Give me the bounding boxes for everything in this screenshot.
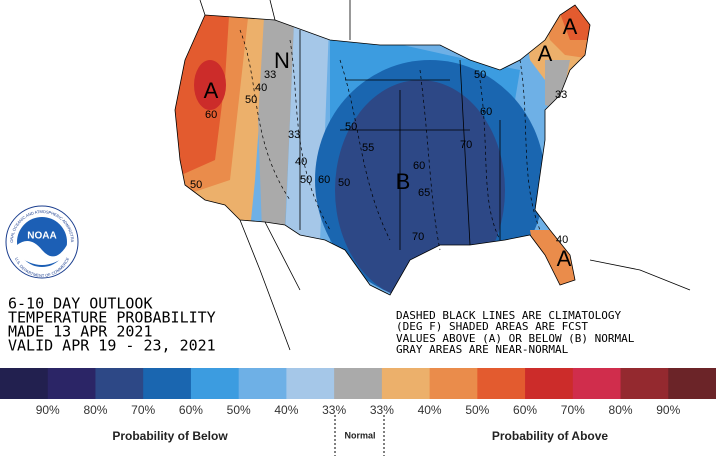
climatology-lines xyxy=(239,29,541,251)
legend-swatch xyxy=(477,368,526,399)
logo-name: NOAA xyxy=(27,231,56,242)
outlook-text: 6-10 DAY OUTLOOK TEMPERATURE PROBABILITY… xyxy=(8,295,216,355)
map-label: N xyxy=(274,48,290,73)
contour-label: 33 xyxy=(288,129,300,141)
legend-swatch xyxy=(525,368,574,399)
contour-label: 33 xyxy=(555,89,567,101)
borders xyxy=(174,0,691,351)
outlook-line: TEMPERATURE PROBABILITY xyxy=(8,309,216,327)
outlook-line: VALID APR 19 - 23, 2021 xyxy=(8,337,216,355)
legend-label: 90% xyxy=(36,403,60,417)
legend-normal: Normal xyxy=(344,430,375,440)
contour-label: 40 xyxy=(255,82,267,94)
legend-label: 33% xyxy=(370,403,394,417)
legend-swatch xyxy=(334,368,383,399)
map-labels: A N B A A A xyxy=(204,14,578,271)
legend-label: 40% xyxy=(274,403,298,417)
contour-label: 40 xyxy=(556,234,568,246)
legend-label: 70% xyxy=(131,403,155,417)
legend-swatch xyxy=(238,368,287,399)
legend-above: Probability of Above xyxy=(492,429,609,443)
contour-label: 50 xyxy=(300,174,312,186)
legend-label: 50% xyxy=(465,403,489,417)
legend: Probability of Below Normal Probability … xyxy=(0,368,716,456)
legend-label: 80% xyxy=(83,403,107,417)
contour-label: 60 xyxy=(318,174,330,186)
legend-swatch xyxy=(381,368,431,399)
contour-label: 60 xyxy=(413,160,425,172)
contour-label: 70 xyxy=(412,231,424,243)
note-line: DASHED BLACK LINES ARE CLIMATOLOGY xyxy=(396,309,622,322)
legend-label: 50% xyxy=(227,403,251,417)
contour-label: 33 xyxy=(264,69,276,81)
legend-label: 80% xyxy=(609,403,633,417)
legend-label: 40% xyxy=(418,403,442,417)
legend-swatch xyxy=(47,368,96,399)
contour-label: 50 xyxy=(345,121,357,133)
legend-swatch xyxy=(668,368,716,399)
map-label: A xyxy=(204,78,219,103)
contour-label: 50 xyxy=(245,94,257,106)
contour-label: 40 xyxy=(295,156,307,168)
noaa-logo: NOAA NATIONAL OCEANIC AND ATMOSPHERIC AD… xyxy=(0,0,79,279)
contour-label: 50 xyxy=(338,177,350,189)
contour-label: 50 xyxy=(474,69,486,81)
legend-label: 33% xyxy=(322,403,346,417)
map-label: A xyxy=(563,14,578,39)
legend-label: 60% xyxy=(513,403,537,417)
note-line: VALUES ABOVE (A) OR BELOW (B) NORMAL xyxy=(396,332,635,345)
contour-label: 50 xyxy=(190,179,202,191)
map-label: A xyxy=(557,246,572,271)
legend-swatch xyxy=(429,368,478,399)
legend-swatch xyxy=(572,368,622,399)
outlook-line: MADE 13 APR 2021 xyxy=(8,323,153,341)
legend-label: 60% xyxy=(179,403,203,417)
map-label: B xyxy=(396,169,411,194)
legend-swatch xyxy=(620,368,669,399)
legend-below: Probability of Below xyxy=(112,429,228,443)
map-label: A xyxy=(538,41,553,66)
legend-swatch xyxy=(143,368,192,399)
note-line: (DEG F) SHADED AREAS ARE FCST xyxy=(396,320,588,333)
legend-swatch xyxy=(0,368,49,399)
contour-label: 55 xyxy=(362,142,374,154)
contour-label: 60 xyxy=(205,109,217,121)
contour-label: 60 xyxy=(480,106,492,118)
legend-label: 90% xyxy=(656,403,680,417)
legend-label: 70% xyxy=(561,403,585,417)
legend-swatch xyxy=(190,368,240,399)
notes-text: DASHED BLACK LINES ARE CLIMATOLOGY (DEG … xyxy=(396,309,635,356)
note-line: GRAY AREAS ARE NEAR-NORMAL xyxy=(396,343,569,356)
outlook-line: 6-10 DAY OUTLOOK xyxy=(8,295,153,313)
contour-label: 70 xyxy=(460,139,472,151)
contour-labels: 50 40 33 50 60 33 40 50 60 50 55 60 65 7… xyxy=(190,69,568,246)
legend-swatch xyxy=(286,368,335,399)
legend-swatch xyxy=(95,368,144,399)
contour-label: 65 xyxy=(418,187,430,199)
